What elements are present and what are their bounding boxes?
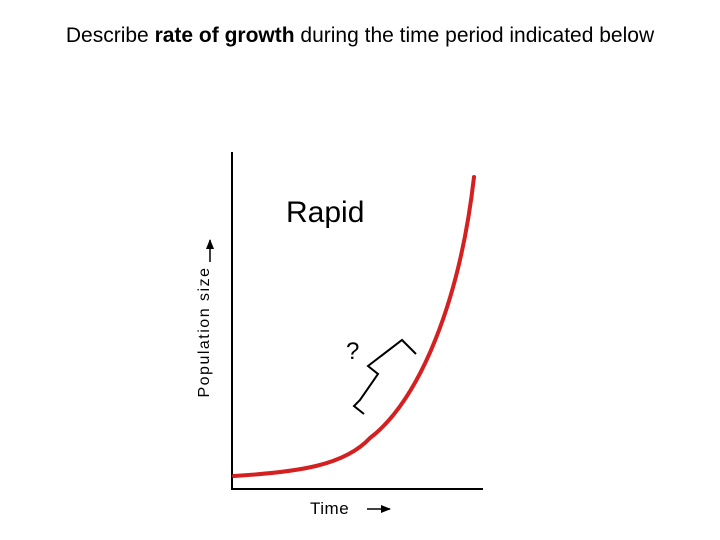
- title-prefix: Describe: [65, 24, 155, 47]
- title-emphasis: rate of growth: [154, 24, 295, 47]
- title-suffix: during the time period indicated below: [294, 24, 655, 47]
- x-axis-label: Time: [310, 499, 350, 518]
- growth-curve: [232, 175, 476, 478]
- rapid-label: Rapid: [286, 196, 365, 229]
- question-mark: ?: [346, 338, 360, 365]
- y-axis-label: Population size: [196, 266, 213, 398]
- time-period-bracket: [352, 338, 417, 415]
- question-title: Describe rate of growth during the time …: [0, 24, 720, 48]
